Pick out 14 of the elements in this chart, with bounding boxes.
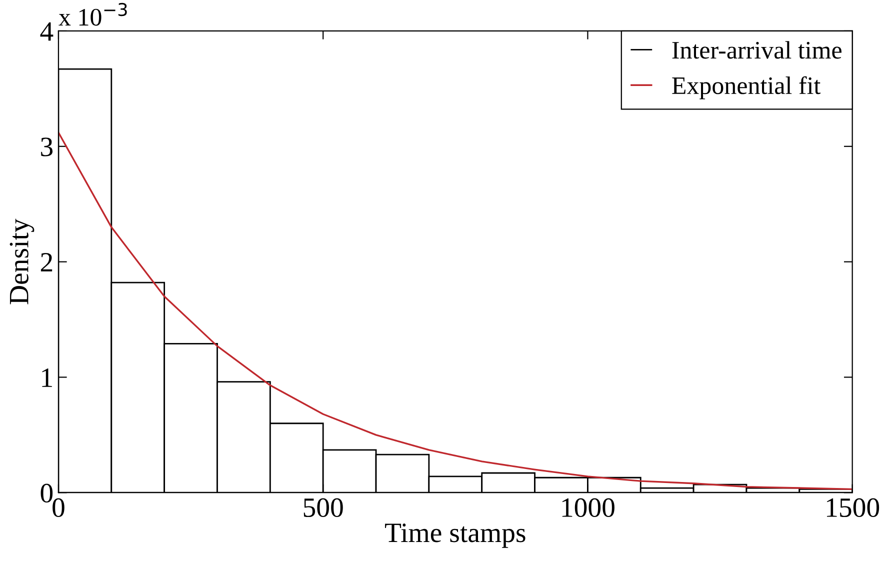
legend-label: Exponential fit — [672, 76, 821, 100]
text: x 10$^{−3}$ — [58, 2, 127, 26]
y-tick-label: 2 — [40, 253, 52, 272]
y-tick-label: 0 — [40, 484, 53, 503]
x-tick-label: 500 — [304, 498, 343, 518]
legend-label: Inter-arrival time — [672, 41, 842, 59]
line-series — [58, 132, 852, 490]
x-tick-label: 1500 — [827, 498, 880, 518]
y-tick-label: 3 — [41, 138, 53, 156]
x-tick-label: 1000 — [562, 498, 614, 518]
x-axis-title: Time stamps — [385, 524, 526, 548]
y-tick-label: 1 — [42, 368, 52, 387]
y-axis-title: Density — [10, 218, 34, 304]
y-tick-label: 4 — [40, 22, 54, 41]
